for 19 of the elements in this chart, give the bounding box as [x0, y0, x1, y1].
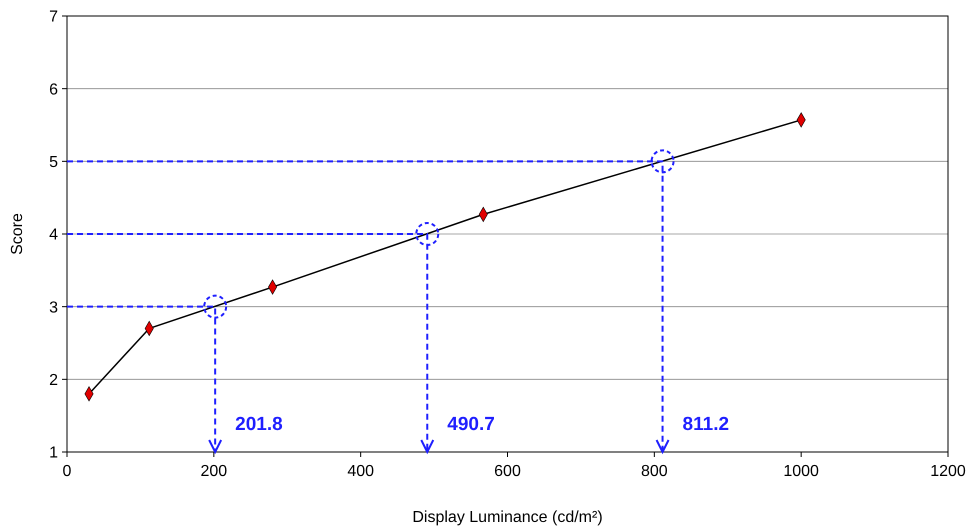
annotation: 811.2 — [682, 414, 730, 435]
y-axis-title: Score — [9, 213, 26, 255]
x-tick-label: 200 — [200, 463, 228, 480]
y-tick-label: 6 — [49, 81, 58, 98]
x-axis-title: Display Luminance (cd/m²) — [412, 509, 603, 526]
y-tick-label: 7 — [49, 8, 58, 26]
x-tick-label: 800 — [640, 463, 668, 480]
x-tick-label: 400 — [347, 463, 374, 480]
annotation: 201.8 — [235, 414, 283, 435]
y-tick-label: 3 — [49, 299, 58, 316]
y-tick-label: 2 — [49, 372, 58, 389]
x-tick-label: 1200 — [930, 463, 966, 480]
x-tick-label: 600 — [494, 463, 521, 480]
y-tick-label: 5 — [49, 154, 58, 171]
annotation: 490.7 — [447, 414, 495, 435]
y-tick-label: 1 — [49, 444, 58, 462]
y-tick-label: 4 — [49, 226, 58, 244]
x-tick-label: 1000 — [783, 463, 820, 480]
x-tick-label: 0 — [62, 463, 72, 480]
